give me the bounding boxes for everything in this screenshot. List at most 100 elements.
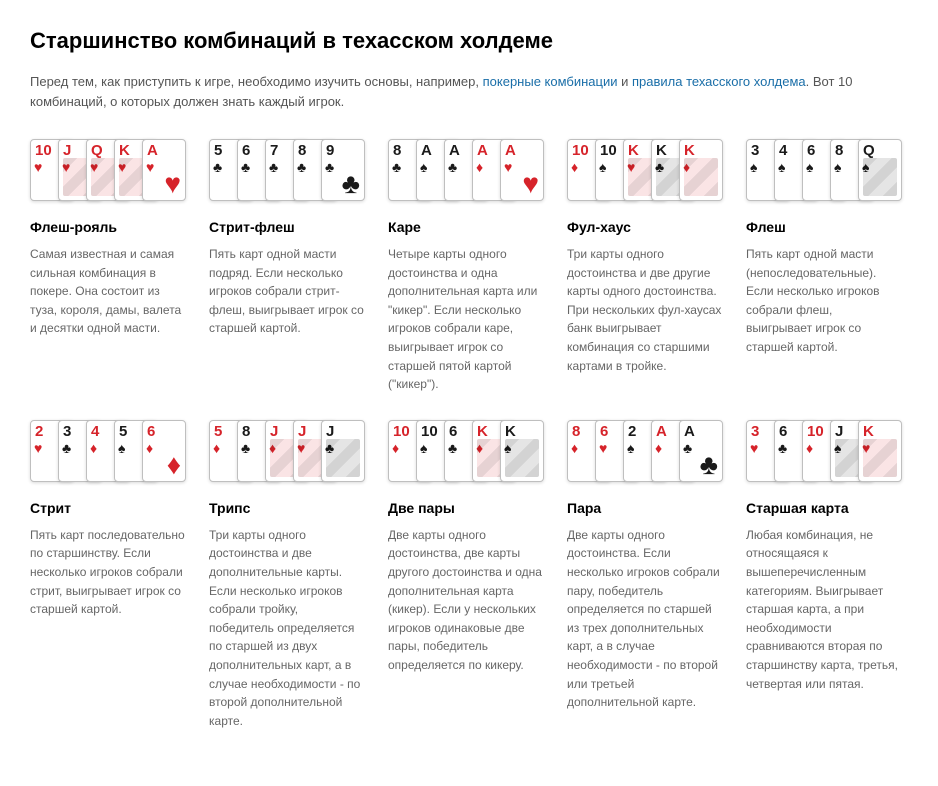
hand-block: 10♦10♠K♥K♣K♦Фул-хаусТри карты одного дос… [567, 139, 722, 394]
suit-icon: ♣ [448, 441, 457, 455]
hand-block: 5♣6♣7♣8♣9♣♣Стрит-флешПять карт одной мас… [209, 139, 364, 394]
suit-icon: ♠ [627, 441, 634, 455]
card-rank: J [326, 424, 334, 439]
hand-block: 10♥J♥Q♥K♥A♥♥Флеш-рояльСамая известная и … [30, 139, 185, 394]
suit-icon: ♠ [420, 160, 427, 174]
hand-description: Пять карт последовательно по старшинству… [30, 526, 185, 619]
suit-icon: ♠ [778, 160, 785, 174]
card-rank: K [656, 143, 667, 158]
card-rank: J [63, 143, 71, 158]
hand-description: Две карты одного достоинства. Если неско… [567, 526, 722, 712]
card-fan: 5♣6♣7♣8♣9♣♣ [209, 139, 364, 205]
card-rank: Q [863, 143, 875, 158]
suit-icon-large: ♥ [522, 170, 539, 198]
card-rank: J [298, 424, 306, 439]
card-rank: 4 [91, 424, 99, 439]
playing-card: 6 ♦ ♦ [142, 420, 186, 482]
suit-icon: ♣ [241, 160, 250, 174]
link-holdem-rules[interactable]: правила техасского холдема [632, 74, 806, 89]
card-rank: 6 [242, 143, 250, 158]
card-rank: 9 [326, 143, 334, 158]
card-rank: 3 [63, 424, 71, 439]
card-rank: 5 [119, 424, 127, 439]
hand-description: Пять карт одной масти подряд. Если неско… [209, 245, 364, 338]
hand-description: Любая комбинация, не относящаяся к вышеп… [746, 526, 901, 693]
playing-card: Q♠ [858, 139, 902, 201]
card-rank: 5 [214, 143, 222, 158]
card-rank: 8 [572, 424, 580, 439]
suit-icon: ♠ [834, 160, 841, 174]
card-rank: K [119, 143, 130, 158]
playing-card: J♣ [321, 420, 365, 482]
suit-icon: ♥ [34, 441, 42, 455]
hand-description: Пять карт одной масти (непоследовательны… [746, 245, 901, 357]
face-card-art [505, 439, 539, 477]
hand-name: Старшая карта [746, 500, 901, 516]
hand-block: 2♥3♣4♦5♠6♦♦СтритПять карт последовательн… [30, 420, 185, 731]
suit-icon: ♣ [297, 160, 306, 174]
suit-icon: ♠ [420, 441, 427, 455]
playing-card: K♦ [679, 139, 723, 201]
suit-icon-large: ♣ [700, 451, 718, 479]
page-title: Старшинство комбинаций в техасском холде… [30, 28, 908, 54]
playing-card: 9♣♣ [321, 139, 365, 201]
card-rank: J [835, 424, 843, 439]
card-rank: 6 [147, 424, 155, 439]
card-fan: 3♥6♣10♦J♠K♥ [746, 420, 901, 486]
card-fan: 2♥3♣4♦5♠6♦♦ [30, 420, 185, 486]
suit-icon: ♣ [325, 160, 334, 174]
face-card-art [863, 439, 897, 477]
suit-icon: ♦ [213, 441, 220, 455]
card-fan: 5♦8♣J♦J♥J♣ [209, 420, 364, 486]
suit-icon: ♥ [599, 441, 607, 455]
hand-name: Фул-хаус [567, 219, 722, 235]
suit-icon: ♣ [269, 160, 278, 174]
card-rank: 2 [628, 424, 636, 439]
card-rank: 10 [572, 143, 589, 158]
card-rank: 3 [751, 424, 759, 439]
card-rank: 10 [421, 424, 438, 439]
suit-icon: ♣ [241, 441, 250, 455]
suit-icon: ♥ [750, 441, 758, 455]
card-rank: A [477, 143, 488, 158]
playing-card: A♥♥ [500, 139, 544, 201]
hand-description: Три карты одного достоинства и две допол… [209, 526, 364, 731]
card-rank: 5 [214, 424, 222, 439]
suit-icon: ♦ [90, 441, 97, 455]
card-rank: 6 [779, 424, 787, 439]
suit-icon: ♦ [392, 441, 399, 455]
card-rank: A [147, 143, 158, 158]
card-fan: 8♣A♠A♣A♦A♥♥ [388, 139, 543, 205]
card-rank: 10 [35, 143, 52, 158]
suit-icon: ♦ [571, 160, 578, 174]
card-rank: K [684, 143, 695, 158]
suit-icon: ♣ [392, 160, 401, 174]
playing-card: A♥♥ [142, 139, 186, 201]
hand-block: 3♥6♣10♦J♠K♥Старшая картаЛюбая комбинация… [746, 420, 901, 731]
hand-name: Стрит [30, 500, 185, 516]
card-rank: A [421, 143, 432, 158]
hand-name: Флеш-рояль [30, 219, 185, 235]
card-rank: A [656, 424, 667, 439]
card-rank: 2 [35, 424, 43, 439]
suit-icon: ♦ [571, 441, 578, 455]
card-rank: K [628, 143, 639, 158]
hand-description: Самая известная и самая сильная комбинац… [30, 245, 185, 338]
suit-icon: ♣ [683, 441, 692, 455]
face-card-art [326, 439, 360, 477]
link-poker-combinations[interactable]: покерные комбинации [483, 74, 618, 89]
card-rank: Q [91, 143, 103, 158]
card-rank: K [477, 424, 488, 439]
suit-icon: ♠ [599, 160, 606, 174]
hand-block: 5♦8♣J♦J♥J♣ТрипсТри карты одного достоинс… [209, 420, 364, 731]
suit-icon: ♣ [213, 160, 222, 174]
card-rank: 8 [393, 143, 401, 158]
suit-icon-large: ♦ [167, 451, 181, 479]
card-rank: K [863, 424, 874, 439]
hand-name: Флеш [746, 219, 901, 235]
hand-block: 10♦10♠6♣K♦K♠Две парыДве карты одного дос… [388, 420, 543, 731]
face-card-art [863, 158, 897, 196]
face-card-art [684, 158, 718, 196]
card-rank: A [684, 424, 695, 439]
suit-icon: ♦ [146, 441, 153, 455]
